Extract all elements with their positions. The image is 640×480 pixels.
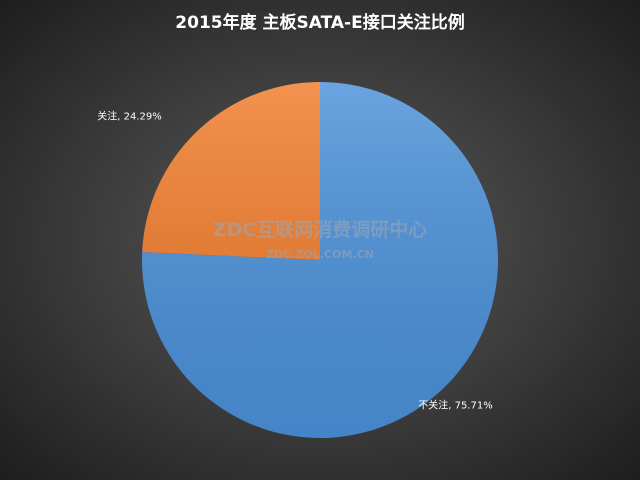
chart-title: 2015年度 主板SATA-E接口关注比例 xyxy=(175,12,464,33)
data-label: 不关注, 75.71% xyxy=(418,399,493,412)
watermark: ZDC互联网消费调研中心 xyxy=(213,218,428,241)
data-label: 关注, 24.29% xyxy=(97,109,162,122)
watermark: ZDC.ZOL.COM.CN xyxy=(266,248,374,261)
